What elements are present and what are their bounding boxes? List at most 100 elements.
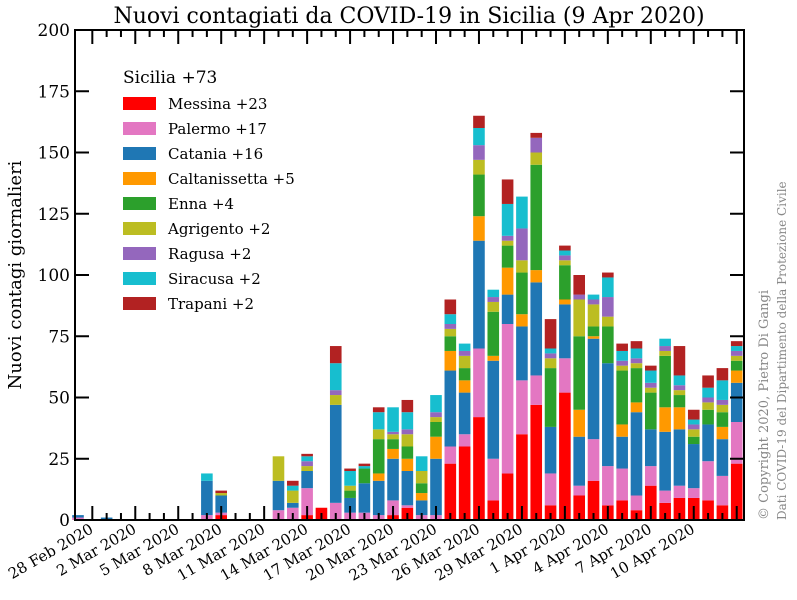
bar-segment <box>444 328 457 337</box>
bar-segment <box>444 336 457 351</box>
bar-segment <box>544 358 557 369</box>
bar-segment <box>645 370 657 383</box>
bar-segment <box>487 360 500 459</box>
bar-segment <box>544 505 557 520</box>
bar-segment <box>573 336 585 410</box>
bar-segment <box>344 485 356 491</box>
bar-segment <box>702 397 714 403</box>
bar-segment <box>544 473 557 506</box>
bar-segment <box>329 363 342 391</box>
bar-segment <box>530 132 543 138</box>
bar-segment <box>659 338 671 347</box>
bar-segment <box>372 480 385 516</box>
legend-label: Ragusa +2 <box>168 245 251 263</box>
bar-segment <box>329 395 342 405</box>
bar-segment <box>387 431 399 435</box>
bar-segment <box>659 346 671 351</box>
bar-segment <box>587 338 600 440</box>
bar-segment <box>287 480 299 486</box>
bar-segment <box>573 299 585 337</box>
bar-segment <box>344 490 356 498</box>
bar-segment <box>516 326 528 381</box>
bar-segment <box>659 355 671 408</box>
bar-segment <box>401 458 414 471</box>
legend-swatch <box>123 172 156 185</box>
legend-label: Caltanissetta +5 <box>168 170 295 188</box>
bar-segment <box>616 424 628 437</box>
bar-segment <box>287 485 299 491</box>
legend-swatch <box>123 297 156 310</box>
bar-segment <box>530 152 543 165</box>
bar-segment <box>587 299 600 305</box>
bar-segment <box>201 480 213 516</box>
bar-segment <box>415 493 428 501</box>
bar-segment <box>716 404 729 413</box>
bar-segment <box>730 341 743 347</box>
bar-segment <box>673 385 686 391</box>
bar-segment <box>687 444 700 489</box>
bar-segment <box>616 360 628 366</box>
copyright-credit: © Copyright 2020, Pietro Di Gangi <box>757 290 772 520</box>
bar-segment <box>458 350 471 356</box>
bar-segment <box>329 390 342 396</box>
bar-segment <box>329 502 342 520</box>
bar-segment <box>587 294 600 300</box>
bar-segment <box>401 429 414 435</box>
bar-segment <box>659 431 671 491</box>
bar-segment <box>430 458 442 516</box>
bar-segment <box>716 368 729 381</box>
bar-segment <box>587 304 600 327</box>
bar-segment <box>716 399 729 405</box>
bar-segment <box>687 429 700 437</box>
bar-segment <box>573 485 585 496</box>
bar-segment <box>616 500 628 520</box>
bar-segment <box>559 250 571 256</box>
bar-segment <box>702 387 714 398</box>
bar-segment <box>645 382 657 388</box>
bar-segment <box>630 348 643 359</box>
chart-title: Nuovi contagiati da COVID-19 in Sicilia … <box>113 4 704 29</box>
bar-segment <box>473 159 485 175</box>
bar-segment <box>587 326 600 337</box>
legend-swatch <box>123 97 156 110</box>
bar-segment <box>659 350 671 356</box>
bar-segment <box>358 466 371 469</box>
y-axis: 0 25 50 75 100 125 150 175 200 <box>38 21 744 531</box>
bar-segment <box>458 343 471 351</box>
bar-segment <box>430 422 442 437</box>
bar-segment <box>516 380 528 435</box>
legend-swatch <box>123 272 156 285</box>
bar-segment <box>687 424 700 430</box>
bar-segment <box>730 346 743 351</box>
bar-segment <box>516 272 528 315</box>
bar-segment <box>401 505 414 508</box>
y-tick-label: 175 <box>38 82 70 102</box>
bar-segment <box>730 463 743 520</box>
bar-segment <box>329 346 342 364</box>
bar-segment <box>387 434 399 440</box>
bar-segment <box>702 461 714 501</box>
bar-segment <box>730 350 743 356</box>
bar-segment <box>458 368 471 381</box>
bar-segment <box>72 517 84 520</box>
bar-segment <box>716 439 729 476</box>
bar-segment <box>473 174 485 217</box>
bar-segment <box>687 436 700 445</box>
bar-segment <box>301 461 313 467</box>
bar-segment <box>559 358 571 393</box>
bar-segment <box>272 480 285 511</box>
bar-segment <box>487 458 500 501</box>
bar-segment <box>602 326 614 364</box>
legend-swatch <box>123 247 156 260</box>
bar-segment <box>587 439 600 481</box>
bar-segment <box>401 471 414 506</box>
bar-segment <box>329 404 342 503</box>
y-tick-label: 200 <box>38 21 70 41</box>
bar-segment <box>645 485 657 520</box>
bar-segment <box>215 493 227 496</box>
bar-segment <box>544 348 557 354</box>
legend-title: Sicilia +73 <box>123 68 217 88</box>
bar-segment <box>501 294 514 324</box>
y-tick-label: 125 <box>38 205 70 225</box>
